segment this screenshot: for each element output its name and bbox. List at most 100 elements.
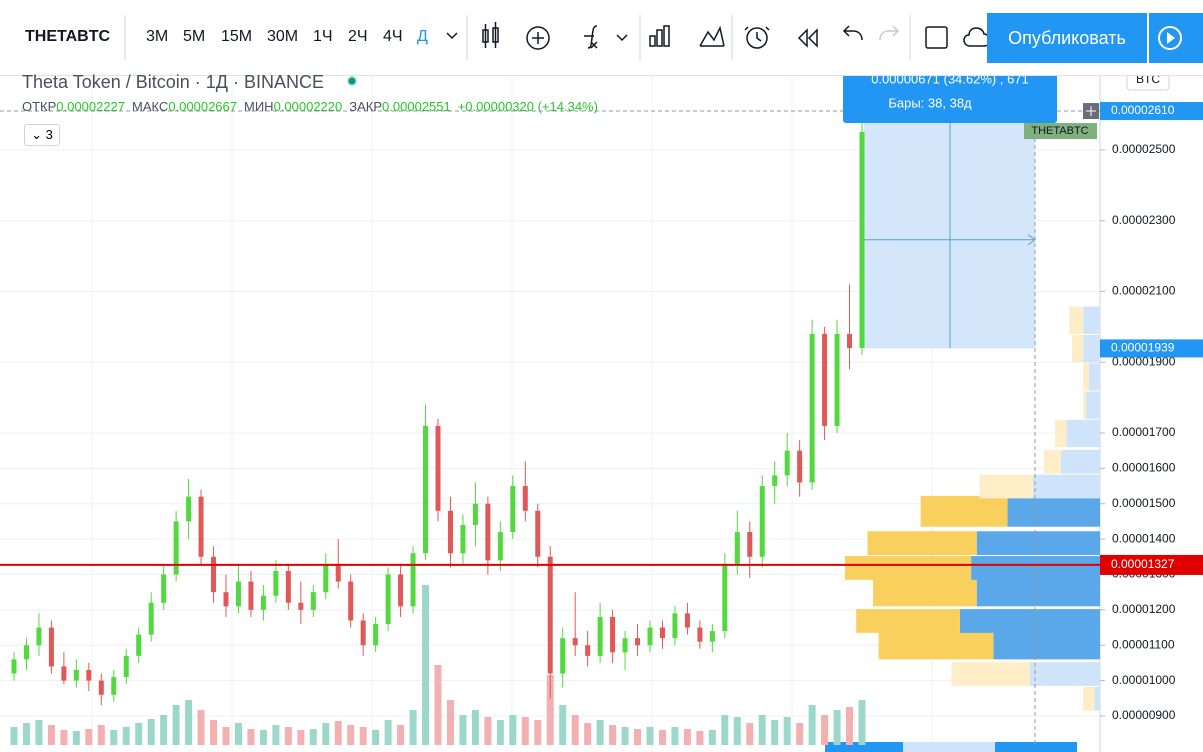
ohlc-value: 0.00002551 <box>382 99 451 114</box>
volume-bar <box>621 727 629 745</box>
interval-menu[interactable] <box>446 32 458 40</box>
candle-body <box>285 570 291 603</box>
y-tick-label: 0.00001700 <box>1112 425 1176 439</box>
interval-button[interactable]: 5М <box>183 28 206 45</box>
volume-profile-up <box>993 632 1100 660</box>
volume-bar <box>783 717 791 745</box>
last-price-tag <box>1100 554 1203 575</box>
candle-body <box>610 616 616 653</box>
volume-bar <box>297 730 305 745</box>
candle-body <box>485 503 491 561</box>
measure-price-tag <box>1100 102 1203 121</box>
volume-bar <box>559 705 567 745</box>
legend: Theta Token / Bitcoin · 1Д · BINANCE <box>22 72 365 93</box>
publish-button[interactable]: Опубликовать <box>987 13 1147 63</box>
candle-body <box>472 503 478 525</box>
volume-bar <box>858 700 866 745</box>
volume-bar <box>322 723 330 745</box>
interval-button[interactable]: 30М <box>267 28 299 45</box>
candle-body <box>36 627 42 646</box>
volume-profile-up <box>1088 363 1100 391</box>
volume-bar <box>122 727 130 745</box>
time-axis-highlight <box>903 742 995 752</box>
indicators-menu[interactable] <box>616 34 628 42</box>
candle-body <box>809 333 815 483</box>
volume-bar <box>185 700 193 745</box>
stream-button[interactable] <box>1149 13 1203 63</box>
candle-body <box>447 510 453 554</box>
y-tick-label: 0.00002500 <box>1112 142 1176 156</box>
volume-bar <box>172 705 180 745</box>
replay[interactable] <box>797 28 818 48</box>
indicators-toggle[interactable]: ⌄ 3 <box>24 124 60 146</box>
volume-bar <box>546 675 554 745</box>
symbol-search[interactable]: THETABTC <box>25 28 111 45</box>
volume-bar <box>471 710 479 745</box>
redo[interactable] <box>879 25 900 41</box>
volume-bar <box>484 717 492 745</box>
volume-bar <box>671 727 679 745</box>
toolbar-icons <box>124 15 991 60</box>
symbol-title: Theta Token / Bitcoin <box>22 72 190 92</box>
candle-body <box>822 333 828 426</box>
volume-bar <box>534 720 542 745</box>
volume-profile-up <box>1083 334 1100 363</box>
volume-bar <box>733 717 741 745</box>
candle-body <box>597 616 603 656</box>
candle-body <box>722 563 728 632</box>
interval-button[interactable]: Д <box>417 28 428 45</box>
alert[interactable] <box>744 26 770 49</box>
volume-profile-down <box>1083 686 1095 711</box>
volume-bar <box>384 720 392 745</box>
candle-body <box>360 620 366 646</box>
candle-body <box>547 556 553 674</box>
volume-bar <box>846 707 854 745</box>
candle-body <box>198 496 204 557</box>
volume-bar <box>571 715 579 745</box>
volume-profile-down <box>878 632 994 660</box>
volume-profile-down <box>1043 449 1061 474</box>
volume-bar <box>446 700 454 745</box>
fullscreen[interactable] <box>925 26 948 49</box>
volume-profile-up <box>1066 419 1100 448</box>
y-tick-label: 0.00001900 <box>1112 354 1176 368</box>
volume-profile-down <box>1083 391 1086 419</box>
candle-body <box>186 496 192 522</box>
interval-button[interactable]: 3М <box>146 28 169 45</box>
interval-button[interactable]: 1Ч <box>313 28 333 45</box>
symbol-tag <box>1024 123 1097 140</box>
templates[interactable] <box>649 25 670 47</box>
volume-bar <box>796 723 804 745</box>
indicators-count: 3 <box>45 127 53 142</box>
volume-profile-down <box>1069 306 1084 334</box>
candle-body <box>859 131 865 349</box>
undo[interactable] <box>842 25 863 41</box>
volume-bar <box>22 723 30 745</box>
candle-body <box>410 553 416 607</box>
ohlc-value: 0.00002227 <box>56 99 125 114</box>
volume-bar <box>97 725 105 745</box>
candle-body <box>772 475 778 487</box>
indicators[interactable] <box>584 25 598 49</box>
chart-style[interactable] <box>482 22 499 48</box>
volume-bar <box>584 723 592 745</box>
volume-bar <box>372 730 380 745</box>
volume-bar <box>434 665 442 745</box>
candle-body <box>73 670 79 681</box>
interval-button[interactable]: 4Ч <box>383 28 403 45</box>
candle-body <box>759 486 765 557</box>
interval-button[interactable]: 2Ч <box>348 28 368 45</box>
candle-body <box>460 524 466 554</box>
ohlc-legend: ОТКР0.00002227 МАКС0.00002667 МИН0.0000222… <box>22 99 598 114</box>
volume-bar <box>309 729 317 745</box>
volume-bar <box>658 730 666 745</box>
volume-profile-down <box>951 662 1030 686</box>
candle-body <box>585 645 591 656</box>
compare[interactable] <box>526 26 550 50</box>
candle-body <box>622 638 628 653</box>
alert-chart[interactable] <box>699 25 725 47</box>
candle-body <box>298 602 304 610</box>
volume-profile-up <box>971 556 1100 580</box>
interval-button[interactable]: 15М <box>221 28 253 45</box>
volume-bar <box>210 720 218 745</box>
